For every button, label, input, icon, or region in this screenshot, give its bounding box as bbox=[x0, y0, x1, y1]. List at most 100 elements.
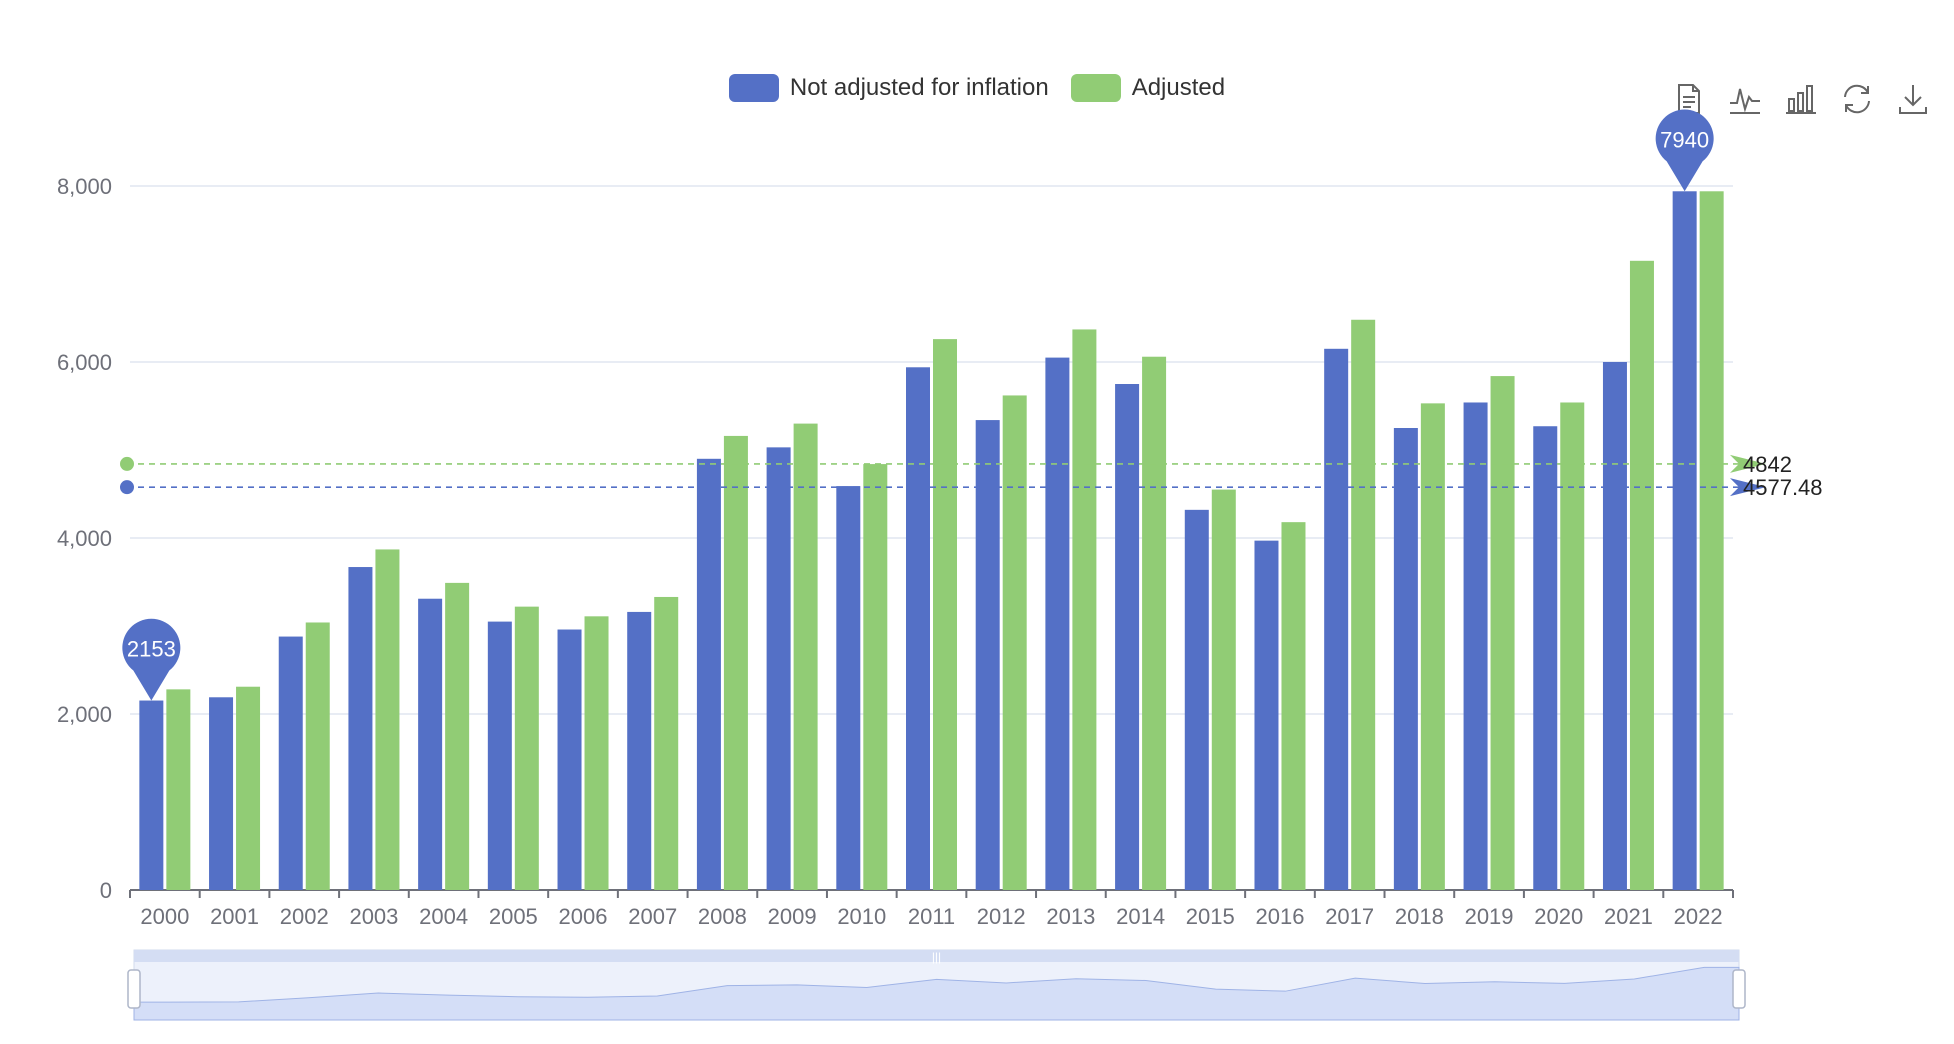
restore-icon[interactable] bbox=[1836, 78, 1878, 120]
data-zoom-preview bbox=[133, 966, 1740, 1021]
bar bbox=[1254, 540, 1279, 890]
bar bbox=[487, 621, 512, 890]
legend-label-adjusted: Adjusted bbox=[1131, 74, 1226, 101]
bar bbox=[723, 435, 748, 890]
mark-point-pin bbox=[1655, 109, 1714, 192]
legend-item-not-adjusted[interactable]: Not adjusted for inflation bbox=[728, 74, 1049, 102]
x-tick-label: 2019 bbox=[1465, 904, 1514, 929]
bar bbox=[627, 611, 652, 890]
bar bbox=[836, 486, 861, 890]
legend: Not adjusted for inflation Adjusted bbox=[0, 74, 1954, 102]
x-tick-label: 2007 bbox=[628, 904, 677, 929]
mark-point-pin bbox=[122, 618, 181, 701]
x-tick-label: 2000 bbox=[140, 904, 189, 929]
bar bbox=[166, 689, 191, 890]
legend-swatch-not-adjusted bbox=[728, 74, 779, 102]
x-tick-label: 2001 bbox=[210, 904, 259, 929]
bar bbox=[1142, 356, 1167, 891]
bar bbox=[863, 464, 888, 890]
save-image-icon[interactable] bbox=[1892, 78, 1934, 120]
mark-line-label: 4577.48 bbox=[1743, 475, 1823, 500]
mark-line-label: 4842 bbox=[1743, 452, 1792, 477]
x-tick-label: 2009 bbox=[768, 904, 817, 929]
bar bbox=[1281, 522, 1306, 890]
mark-line-arrow bbox=[1730, 454, 1766, 473]
bar bbox=[1420, 403, 1445, 890]
bar bbox=[906, 367, 930, 890]
bar bbox=[1045, 357, 1070, 891]
data-zoom-move-bar bbox=[134, 950, 1739, 962]
bar bbox=[1533, 426, 1558, 890]
bar bbox=[584, 616, 609, 890]
x-tick-label: 2015 bbox=[1186, 904, 1235, 929]
bar bbox=[1393, 428, 1418, 890]
x-tick-label: 2017 bbox=[1325, 904, 1374, 929]
bar bbox=[933, 339, 957, 890]
toolbox bbox=[1668, 78, 1934, 120]
bar bbox=[696, 458, 721, 890]
bar bbox=[1324, 348, 1349, 890]
data-zoom-handle-start[interactable] bbox=[127, 969, 141, 1009]
mark-line-arrow bbox=[1730, 478, 1766, 497]
x-tick-label: 2022 bbox=[1674, 904, 1723, 929]
x-tick-label: 2018 bbox=[1395, 904, 1444, 929]
bar bbox=[139, 700, 164, 890]
x-tick-label: 2002 bbox=[280, 904, 329, 929]
line-chart-icon[interactable] bbox=[1724, 78, 1766, 120]
bar bbox=[375, 549, 400, 890]
bar bbox=[1602, 362, 1627, 890]
x-tick-label: 2021 bbox=[1604, 904, 1653, 929]
bar-chart-icon[interactable] bbox=[1780, 78, 1822, 120]
bar bbox=[348, 567, 373, 890]
y-tick-label: 4,000 bbox=[57, 526, 112, 551]
bar bbox=[1463, 402, 1488, 890]
bar bbox=[1072, 329, 1097, 890]
bar bbox=[1002, 395, 1027, 890]
x-tick-label: 2008 bbox=[698, 904, 747, 929]
bar bbox=[1560, 402, 1585, 890]
legend-swatch-adjusted bbox=[1070, 74, 1121, 102]
bar bbox=[278, 636, 303, 890]
bar bbox=[445, 582, 470, 890]
data-zoom-handle-end[interactable] bbox=[1732, 969, 1746, 1009]
bar bbox=[236, 686, 261, 890]
x-tick-label: 2013 bbox=[1046, 904, 1095, 929]
bar bbox=[1490, 376, 1515, 891]
bar bbox=[654, 596, 679, 890]
legend-label-not-adjusted: Not adjusted for inflation bbox=[789, 74, 1049, 101]
x-tick-label: 2003 bbox=[349, 904, 398, 929]
x-tick-label: 2005 bbox=[489, 904, 538, 929]
y-tick-label: 8,000 bbox=[57, 174, 112, 199]
bar bbox=[1184, 509, 1209, 890]
y-tick-label: 2,000 bbox=[57, 702, 112, 727]
x-tick-label: 2011 bbox=[908, 904, 955, 929]
bar bbox=[793, 423, 818, 890]
bar bbox=[1115, 384, 1140, 890]
bar bbox=[305, 622, 330, 890]
bar bbox=[557, 629, 582, 890]
bar bbox=[1672, 191, 1697, 890]
mark-point-label: 7940 bbox=[1660, 127, 1709, 152]
x-tick-label: 2020 bbox=[1534, 904, 1583, 929]
data-view-icon[interactable] bbox=[1668, 78, 1710, 120]
bar bbox=[1699, 191, 1724, 890]
bar bbox=[766, 447, 791, 890]
mark-point-label: 2153 bbox=[127, 637, 176, 662]
x-tick-label: 2006 bbox=[559, 904, 608, 929]
x-tick-label: 2016 bbox=[1256, 904, 1305, 929]
x-tick-label: 2004 bbox=[419, 904, 468, 929]
bar bbox=[209, 697, 234, 890]
bar bbox=[418, 598, 443, 890]
y-tick-label: 6,000 bbox=[57, 350, 112, 375]
legend-item-adjusted[interactable]: Adjusted bbox=[1070, 74, 1226, 102]
bar bbox=[514, 606, 539, 890]
bar bbox=[1629, 260, 1654, 890]
data-zoom-grip: ||| bbox=[932, 950, 941, 964]
bar bbox=[975, 420, 1000, 890]
bar bbox=[1211, 489, 1236, 890]
y-tick-label: 0 bbox=[100, 878, 112, 903]
x-tick-label: 2012 bbox=[977, 904, 1026, 929]
x-tick-label: 2010 bbox=[837, 904, 886, 929]
